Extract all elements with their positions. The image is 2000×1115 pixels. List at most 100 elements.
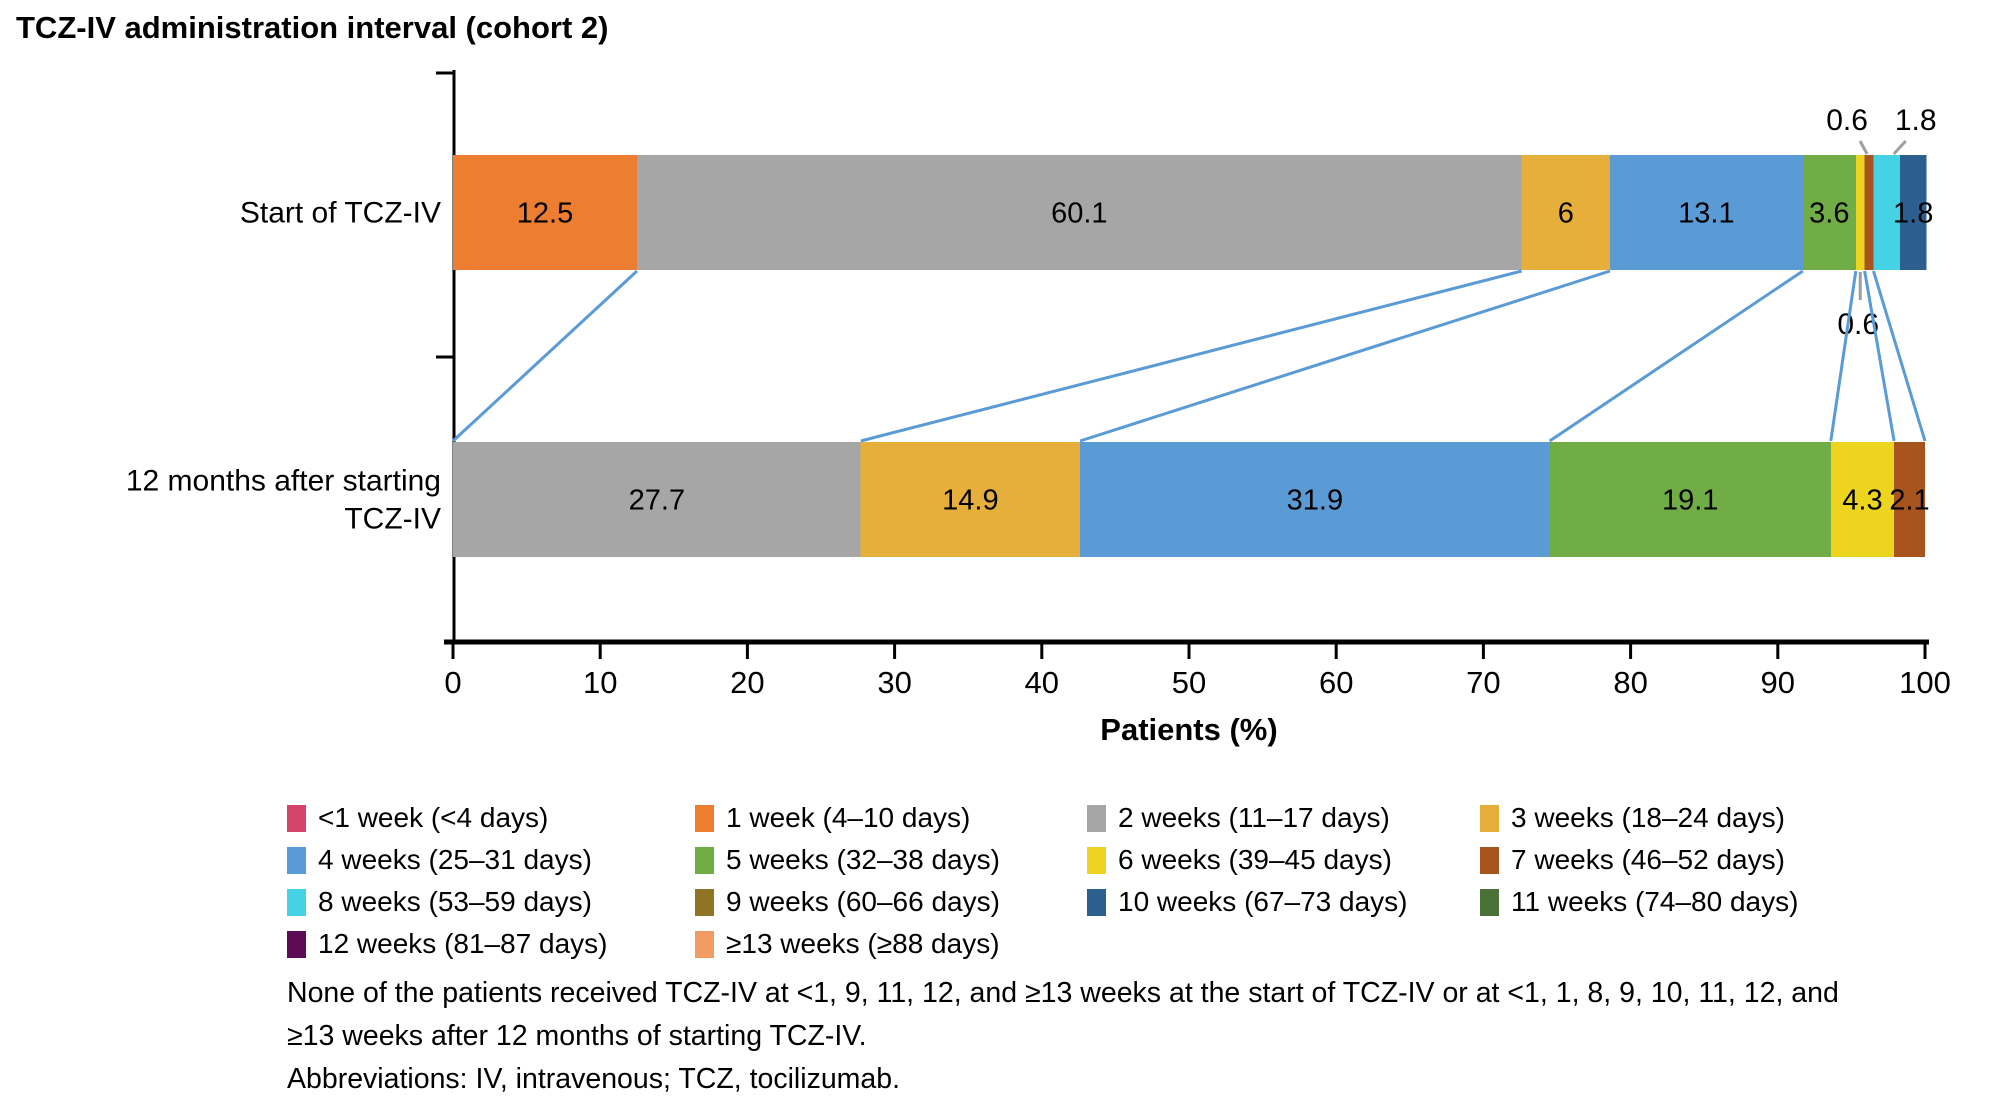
legend-label: ≥13 weeks (≥88 days) <box>726 928 1000 959</box>
bar-segment-0-5 weeks <box>1802 155 1856 270</box>
category-label: 12 months after starting <box>126 465 441 498</box>
legend-item-4 weeks: 4 weeks (25–31 days) <box>287 839 695 881</box>
x-tick-label: 70 <box>1466 665 1500 700</box>
bar-segment-0-1 week <box>453 155 637 270</box>
bar-segment-0-3 weeks <box>1521 155 1610 270</box>
value-label: 14.9 <box>942 485 998 517</box>
bar-segment-0-7 weeks <box>1864 155 1874 270</box>
value-label: 2.1 <box>1889 485 1929 517</box>
callout-leader <box>1892 139 1907 156</box>
legend-item-5 weeks: 5 weeks (32–38 days) <box>695 839 1087 881</box>
legend-label: 3 weeks (18–24 days) <box>1511 802 1785 833</box>
footnote-line2: ≥13 weeks after 12 months of starting TC… <box>287 1020 867 1052</box>
legend-item-9 weeks: 9 weeks (60–66 days) <box>695 881 1087 923</box>
legend-swatch-<1 week <box>287 804 306 832</box>
x-tick-label: 50 <box>1172 665 1206 700</box>
legend-item-≥13 weeks: ≥13 weeks (≥88 days) <box>695 923 1087 965</box>
legend-item-<1 week: <1 week (<4 days) <box>287 797 695 839</box>
legend-swatch-7 weeks <box>1480 846 1499 874</box>
connector-line <box>1872 270 1927 442</box>
legend-swatch-5 weeks <box>695 846 714 874</box>
legend-label: 1 week (4–10 days) <box>726 802 971 833</box>
bar-segment-1-2 weeks <box>453 442 861 557</box>
connector-line <box>1079 269 1611 443</box>
bar-segment-0-6 weeks <box>1855 155 1865 270</box>
bar-segment-0-2 weeks <box>637 155 1522 270</box>
legend-item-11 weeks: 11 weeks (74–80 days) <box>1480 881 2000 923</box>
legend-label: 4 weeks (25–31 days) <box>318 844 592 875</box>
legend-label: 6 weeks (39–45 days) <box>1118 844 1392 875</box>
connector-line <box>1863 270 1896 442</box>
legend: <1 week (<4 days) 1 week (4–10 days) 2 wee… <box>287 797 2000 965</box>
callout-leader <box>1858 140 1869 155</box>
value-label: 31.9 <box>1287 485 1343 517</box>
legend-item-1 week: 1 week (4–10 days) <box>695 797 1087 839</box>
bar-segment-0-4 weeks <box>1609 155 1803 270</box>
bar-segment-1-7 weeks <box>1894 442 1925 557</box>
bar-segment-0-8 weeks <box>1873 155 1900 270</box>
legend-swatch-6 weeks <box>1087 846 1106 874</box>
legend-label: 10 weeks (67–73 days) <box>1118 886 1408 917</box>
bar-segment-1-6 weeks <box>1830 442 1895 557</box>
legend-swatch-11 weeks <box>1480 888 1499 916</box>
x-tick-label: 30 <box>877 665 911 700</box>
bar-segment-1-3 weeks <box>860 442 1081 557</box>
category-label: TCZ-IV <box>344 503 441 536</box>
bar-segment-1-4 weeks <box>1080 442 1550 557</box>
footnote-line1: None of the patients received TCZ-IV at … <box>287 977 1839 1009</box>
legend-label: 9 weeks (60–66 days) <box>726 886 1000 917</box>
legend-swatch-3 weeks <box>1480 804 1499 832</box>
value-label: 4.3 <box>1842 485 1882 517</box>
legend-swatch-2 weeks <box>1087 804 1106 832</box>
category-label: Start of TCZ-IV <box>240 197 441 230</box>
footnotes: None of the patients received TCZ-IV at … <box>287 972 1839 1101</box>
value-label: 12.5 <box>517 198 573 230</box>
legend-item-7 weeks: 7 weeks (46–52 days) <box>1480 839 2000 881</box>
legend-item-10 weeks: 10 weeks (67–73 days) <box>1087 881 1480 923</box>
callout-label: 0.6 <box>1826 104 1868 137</box>
x-tick-label: 10 <box>583 665 617 700</box>
legend-swatch-9 weeks <box>695 888 714 916</box>
legend-item-2 weeks: 2 weeks (11–17 days) <box>1087 797 1480 839</box>
x-tick-label: 80 <box>1613 665 1647 700</box>
bar-segment-1-5 weeks <box>1549 442 1831 557</box>
x-tick-label: 20 <box>730 665 764 700</box>
value-label: 13.1 <box>1678 198 1734 230</box>
x-tick-label: 40 <box>1025 665 1059 700</box>
legend-item-6 weeks: 6 weeks (39–45 days) <box>1087 839 1480 881</box>
x-axis-title: Patients (%) <box>1100 712 1277 747</box>
stacked-bar-chart: 0 10 20 30 40 50 60 70 80 90 100 Patients (%) Start … <box>126 70 1951 747</box>
x-tick-label: 60 <box>1319 665 1353 700</box>
legend-item-3 weeks: 3 weeks (18–24 days) <box>1480 797 2000 839</box>
bar-segment-0-10 weeks <box>1899 155 1927 270</box>
connector-line <box>451 269 639 443</box>
legend-item-12 weeks: 12 weeks (81–87 days) <box>287 923 695 965</box>
connector-line <box>1829 270 1858 442</box>
legend-label: 12 weeks (81–87 days) <box>318 928 608 959</box>
legend-label: 11 weeks (74–80 days) <box>1511 886 1799 917</box>
legend-label: 7 weeks (46–52 days) <box>1511 844 1785 875</box>
legend-item-8 weeks: 8 weeks (53–59 days) <box>287 881 695 923</box>
footnote-abbreviations: Abbreviations: IV, intravenous; TCZ, toc… <box>287 1063 901 1095</box>
value-label: 3.6 <box>1809 198 1849 230</box>
legend-swatch-4 weeks <box>287 846 306 874</box>
legend-swatch-10 weeks <box>1087 888 1106 916</box>
connector-line <box>1548 269 1804 443</box>
value-label: 27.7 <box>629 485 685 517</box>
callout-label: 1.8 <box>1895 104 1937 137</box>
x-tick-label: 0 <box>444 665 461 700</box>
value-label: 60.1 <box>1051 198 1107 230</box>
legend-swatch-8 weeks <box>287 888 306 916</box>
x-tick-label: 90 <box>1761 665 1795 700</box>
value-label: 1.8 <box>1893 198 1933 230</box>
connector-line <box>860 269 1523 443</box>
value-label: 19.1 <box>1662 485 1718 517</box>
chart-title: TCZ-IV administration interval (cohort 2… <box>16 10 609 45</box>
legend-label: 2 weeks (11–17 days) <box>1118 802 1390 833</box>
legend-swatch-12 weeks <box>287 930 306 958</box>
legend-label: 8 weeks (53–59 days) <box>318 886 592 917</box>
legend-label: 5 weeks (32–38 days) <box>726 844 1000 875</box>
x-tick-label: 100 <box>1899 665 1951 700</box>
legend-label: <1 week (<4 days) <box>318 802 549 833</box>
